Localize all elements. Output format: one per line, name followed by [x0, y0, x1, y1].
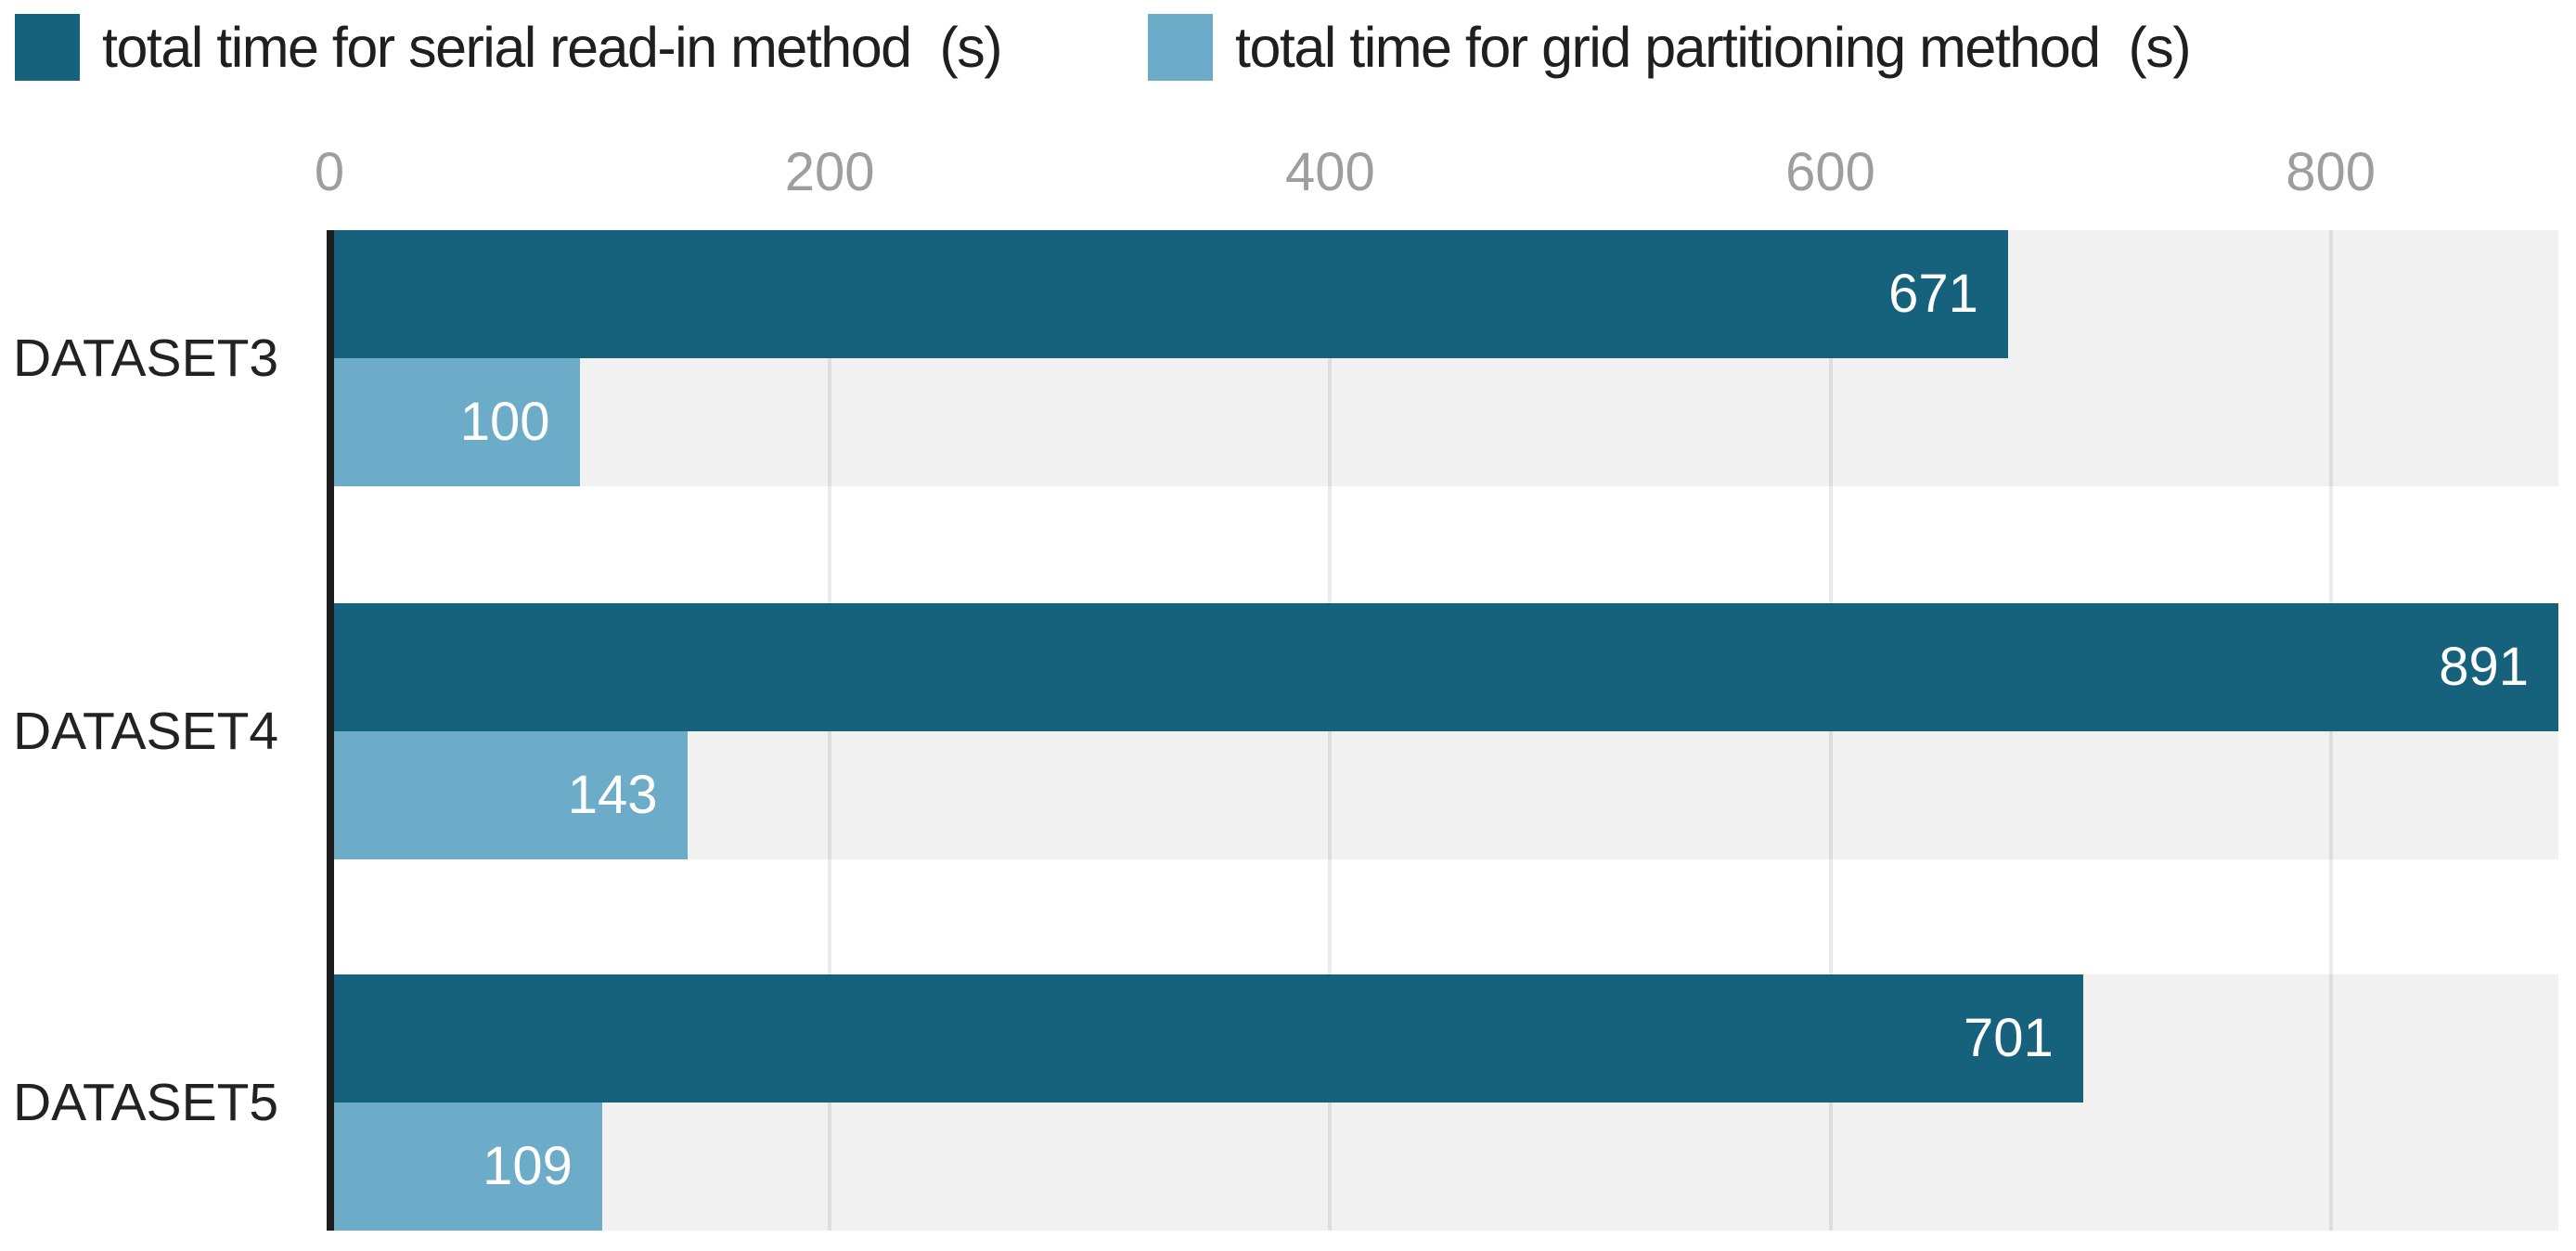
bar-value-label: 891: [2439, 637, 2529, 697]
legend-item-grid-partitioning: total time for grid partitioning method …: [1148, 13, 2192, 82]
plot-area: 671 100 891 143 701 109: [327, 230, 2558, 1231]
bar-grid-dataset4[interactable]: 143: [329, 731, 688, 859]
bar-value-label: 109: [483, 1136, 573, 1196]
bar-grid-dataset3[interactable]: 100: [329, 358, 580, 486]
zero-axis-line: [327, 230, 334, 1231]
x-axis-tick-row: 0 200 400 600 800: [315, 139, 2558, 206]
bar-serial-dataset3[interactable]: 671: [329, 230, 2008, 358]
bar-value-label: 100: [459, 392, 550, 452]
bar-value-label: 671: [1888, 264, 1978, 324]
legend-swatch-serial-icon: [15, 14, 80, 81]
bar-serial-dataset5[interactable]: 701: [329, 974, 2083, 1103]
category-label-dataset3: DATASET3: [13, 329, 279, 388]
legend-swatch-grid-icon: [1148, 14, 1213, 81]
category-label-dataset5: DATASET5: [13, 1073, 279, 1132]
legend-label-grid-partitioning: total time for grid partitioning method …: [1235, 15, 2192, 79]
x-tick-800: 800: [2286, 142, 2376, 202]
bar-value-label: 701: [1964, 1008, 2054, 1068]
bar-value-label: 143: [567, 765, 658, 825]
x-tick-600: 600: [1785, 142, 1875, 202]
legend-label-serial: total time for serial read-in method (s): [102, 15, 1003, 79]
x-tick-400: 400: [1284, 142, 1375, 202]
legend-item-serial: total time for serial read-in method (s): [15, 13, 1003, 82]
bar-grid-dataset5[interactable]: 109: [329, 1103, 602, 1231]
bar-serial-dataset4[interactable]: 891: [329, 603, 2558, 731]
x-tick-200: 200: [784, 142, 875, 202]
category-label-dataset4: DATASET4: [13, 702, 279, 761]
x-tick-0: 0: [314, 142, 345, 202]
